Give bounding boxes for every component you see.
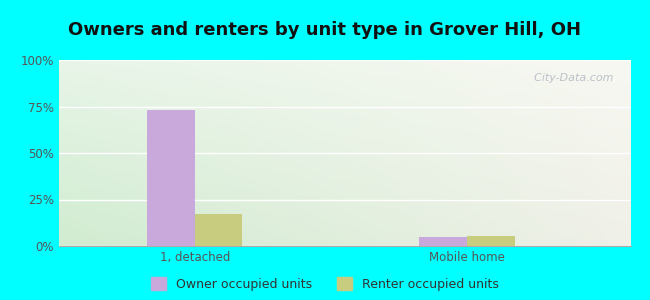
Text: Owners and renters by unit type in Grover Hill, OH: Owners and renters by unit type in Grove… — [68, 21, 582, 39]
Bar — [147, 110, 195, 246]
Bar — [419, 237, 467, 246]
Bar — [467, 236, 515, 246]
Text: City-Data.com: City-Data.com — [527, 73, 614, 83]
Bar — [195, 214, 242, 246]
Legend: Owner occupied units, Renter occupied units: Owner occupied units, Renter occupied un… — [151, 277, 499, 291]
